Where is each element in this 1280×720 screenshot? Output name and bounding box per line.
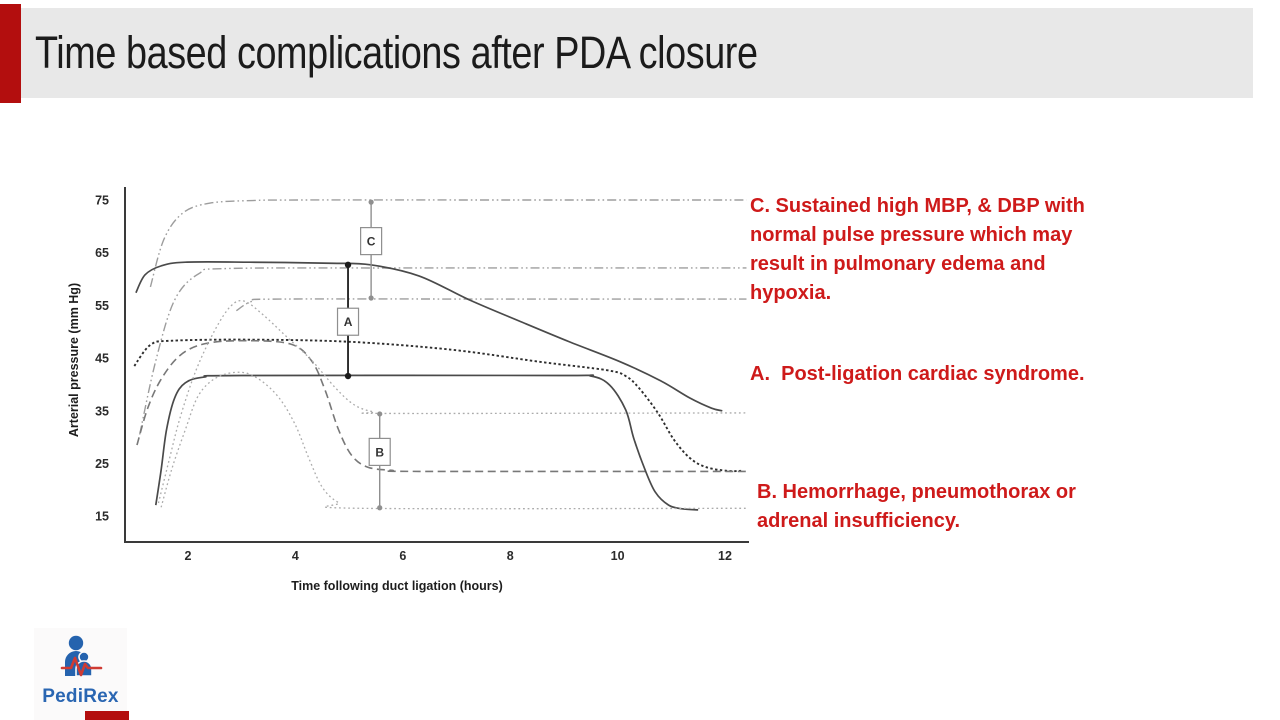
curve-dashdotdot <box>138 267 747 435</box>
annotation-a: A. Post-ligation cardiac syndrome. <box>750 363 1085 385</box>
annotation-b: B. Hemorrhage, pneumothorax or adrenal i… <box>757 481 1082 532</box>
page-title: Time based complications after PDA closu… <box>35 27 758 78</box>
interval-endpoint <box>368 295 374 301</box>
x-tick-label: 12 <box>718 549 732 563</box>
y-tick-label: 45 <box>95 352 109 366</box>
x-tick-label: 4 <box>292 549 299 563</box>
y-tick-label: 75 <box>95 194 109 208</box>
x-axis-title: Time following duct ligation (hours) <box>291 579 503 593</box>
title-banner: Time based complications after PDA closu… <box>21 8 1253 98</box>
footer-accent-bar <box>85 711 129 720</box>
interval-endpoint <box>344 261 352 269</box>
y-tick-label: 55 <box>95 299 109 313</box>
axes <box>124 187 749 543</box>
interval-endpoint <box>344 372 352 380</box>
x-tick-label: 8 <box>507 549 514 563</box>
pedirex-logo: PediRex <box>34 628 127 720</box>
annotation-c: C. Sustained high MBP, & DBP with normal… <box>750 195 1091 304</box>
curve-solid <box>154 374 699 511</box>
x-tick-label: 6 <box>399 549 406 563</box>
curve-finedotted <box>157 299 747 504</box>
pedirex-wordmark: PediRex <box>42 686 119 707</box>
curve-dotted <box>133 338 742 473</box>
interval-label-B: B <box>375 445 384 459</box>
curve-dashdotdot <box>149 199 747 288</box>
y-tick-label: 25 <box>95 457 109 471</box>
y-tick-label: 35 <box>95 404 109 418</box>
curve-finedotted <box>160 371 747 510</box>
ecg-line-icon <box>60 656 102 677</box>
interval-label-box-C <box>360 227 383 256</box>
interval-label-box-A <box>336 307 360 336</box>
curve-dashed <box>136 339 747 473</box>
interval-label-C: C <box>367 235 376 249</box>
y-axis-title: Arterial pressure (mm Hg) <box>67 283 81 437</box>
slide-accent-bar <box>0 4 21 103</box>
curve-solid <box>135 261 723 412</box>
interval-label-A: A <box>344 315 353 329</box>
interval-label-box-B <box>368 437 391 467</box>
x-tick-label: 10 <box>611 549 625 563</box>
interval-endpoint <box>368 199 374 205</box>
pedirex-caregiver-icon <box>60 635 102 677</box>
y-tick-label: 65 <box>95 246 109 260</box>
y-tick-label: 15 <box>95 510 109 524</box>
curve-dashdotdot <box>235 298 747 312</box>
interval-endpoint <box>377 505 383 511</box>
x-tick-label: 2 <box>185 549 192 563</box>
interval-endpoint <box>377 411 383 417</box>
